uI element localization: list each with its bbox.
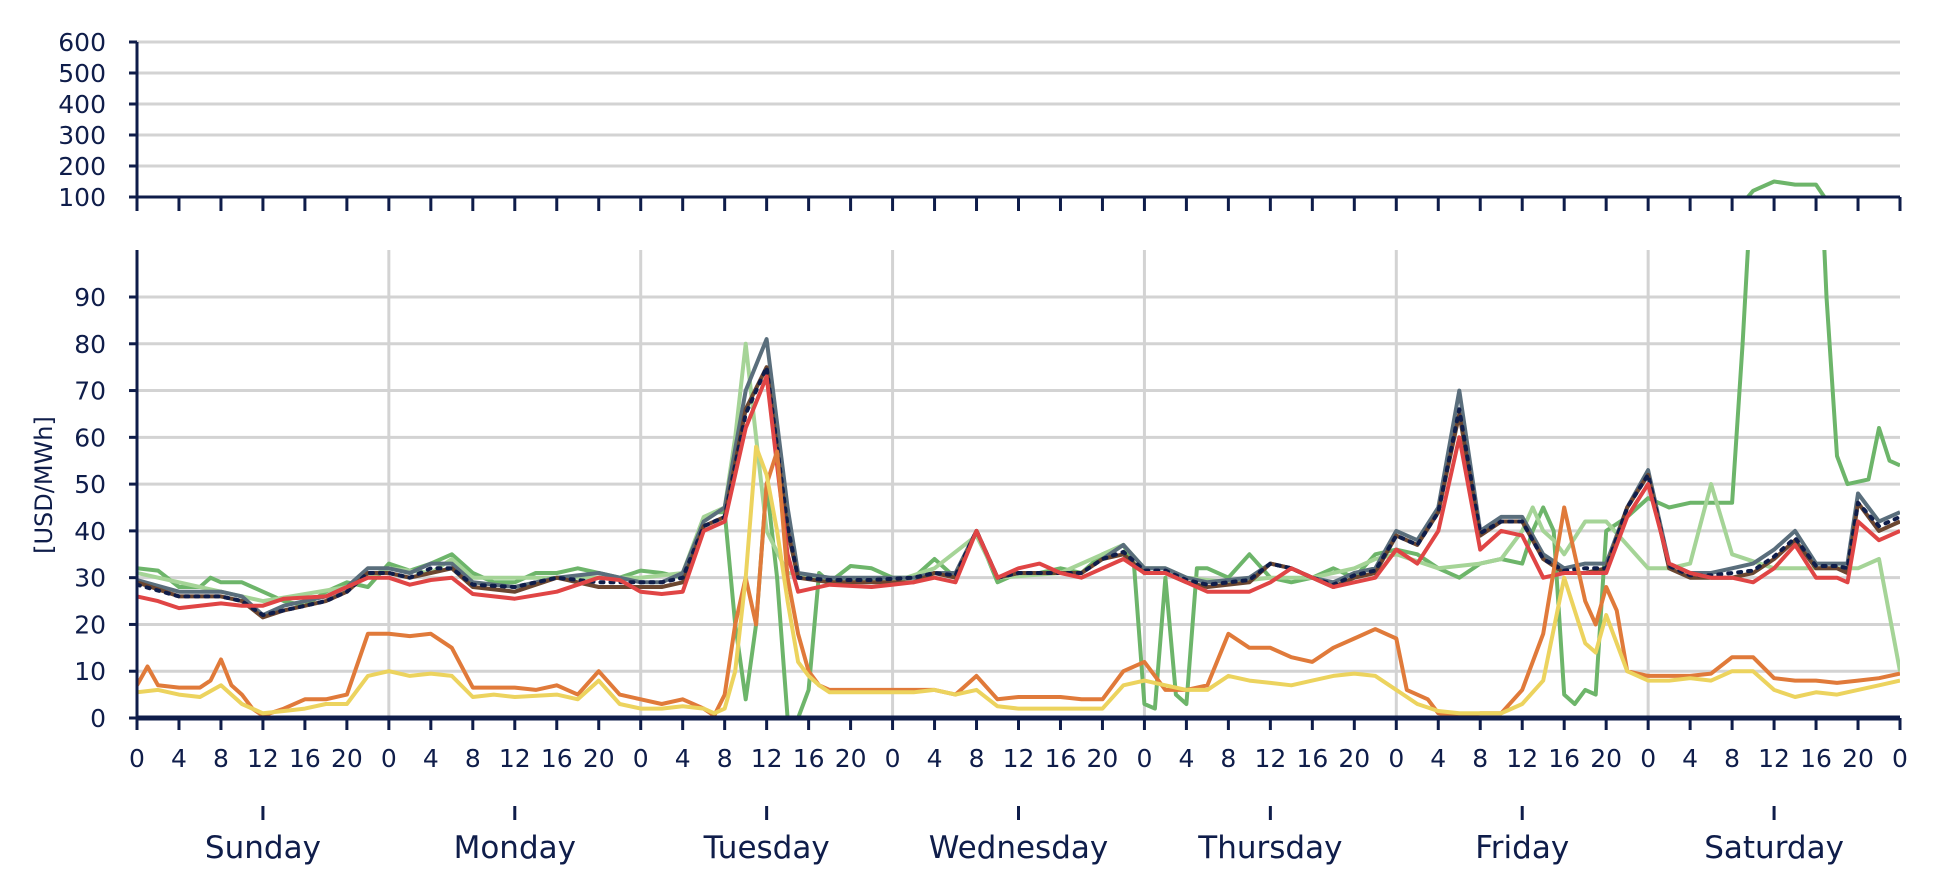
hour-tick-label: 12 — [1506, 744, 1538, 773]
hour-tick-label: 4 — [1430, 744, 1446, 773]
axes — [129, 40, 1902, 820]
hour-tick-label: 8 — [213, 744, 229, 773]
hour-tick-label: 8 — [1472, 744, 1488, 773]
hour-tick-label: 12 — [1003, 744, 1035, 773]
hour-tick-label: 16 — [541, 744, 573, 773]
series-line-0 — [137, 250, 1900, 718]
upper-y-tick-label: 400 — [58, 90, 106, 119]
day-label: Thursday — [1197, 830, 1342, 866]
grid-lines — [137, 40, 1900, 718]
hour-tick-label: 16 — [1296, 744, 1328, 773]
hour-tick-label: 4 — [423, 744, 439, 773]
hour-tick-label: 20 — [583, 744, 615, 773]
hour-tick-label: 12 — [1254, 744, 1286, 773]
hour-tick-label: 0 — [129, 744, 145, 773]
hour-tick-label: 16 — [793, 744, 825, 773]
hour-tick-label: 16 — [1045, 744, 1077, 773]
lower-y-tick-label: 40 — [74, 517, 106, 546]
hour-tick-label: 12 — [247, 744, 279, 773]
hour-tick-label: 0 — [1640, 744, 1656, 773]
series-line-6 — [137, 449, 1900, 718]
hour-tick-label: 12 — [1758, 744, 1790, 773]
hour-tick-label: 8 — [1220, 744, 1236, 773]
series-line-5 — [137, 374, 1900, 611]
upper-y-tick-label: 500 — [58, 59, 106, 88]
upper-y-tick-label: 600 — [58, 28, 106, 57]
lower-y-tick-label: 20 — [74, 610, 106, 639]
hour-tick-label: 4 — [171, 744, 187, 773]
hour-tick-label: 12 — [751, 744, 783, 773]
upper-y-tick-label: 300 — [58, 121, 106, 150]
day-label: Sunday — [205, 830, 321, 866]
upper-y-tick-label: 100 — [58, 183, 106, 212]
day-label: Wednesday — [929, 830, 1108, 866]
hour-tick-label: 0 — [633, 744, 649, 773]
hour-tick-label: 20 — [1087, 744, 1119, 773]
hour-tick-label: 0 — [1136, 744, 1152, 773]
day-label: Monday — [454, 830, 576, 866]
upper-y-tick-label: 200 — [58, 152, 106, 181]
hour-tick-label: 16 — [1800, 744, 1832, 773]
hour-tick-label: 20 — [1590, 744, 1622, 773]
hour-tick-label: 16 — [1548, 744, 1580, 773]
hour-tick-label: 4 — [927, 744, 943, 773]
day-label: Friday — [1475, 830, 1569, 866]
lower-y-tick-label: 50 — [74, 470, 106, 499]
day-label: Saturday — [1704, 830, 1844, 866]
lower-y-tick-label: 30 — [74, 564, 106, 593]
lower-y-tick-label: 0 — [90, 704, 106, 733]
hour-tick-label: 8 — [717, 744, 733, 773]
hour-tick-label: 0 — [885, 744, 901, 773]
hour-tick-label: 4 — [675, 744, 691, 773]
hour-tick-label: 8 — [465, 744, 481, 773]
day-label: Tuesday — [703, 830, 830, 866]
hour-tick-label: 8 — [969, 744, 985, 773]
lower-y-tick-label: 70 — [74, 377, 106, 406]
hour-tick-label: 16 — [289, 744, 321, 773]
y-axis-label: [USD/MWh] — [30, 416, 58, 554]
lower-y-tick-label: 60 — [74, 423, 106, 452]
lower-y-tick-label: 90 — [74, 283, 106, 312]
hour-tick-label: 20 — [331, 744, 363, 773]
hour-tick-label: 20 — [1842, 744, 1874, 773]
hour-tick-label: 0 — [1892, 744, 1908, 773]
hour-tick-label: 4 — [1682, 744, 1698, 773]
lower-y-tick-label: 10 — [74, 657, 106, 686]
hour-tick-label: 4 — [1178, 744, 1194, 773]
lower-series-group — [137, 250, 1900, 718]
hour-tick-label: 8 — [1724, 744, 1740, 773]
lower-y-tick-label: 80 — [74, 330, 106, 359]
hour-tick-label: 20 — [1338, 744, 1370, 773]
hour-tick-label: 0 — [381, 744, 397, 773]
series-line-7 — [137, 444, 1900, 716]
series-lines — [137, 179, 1900, 718]
hour-tick-label: 20 — [835, 744, 867, 773]
hour-tick-label: 0 — [1388, 744, 1404, 773]
hour-tick-label: 12 — [499, 744, 531, 773]
